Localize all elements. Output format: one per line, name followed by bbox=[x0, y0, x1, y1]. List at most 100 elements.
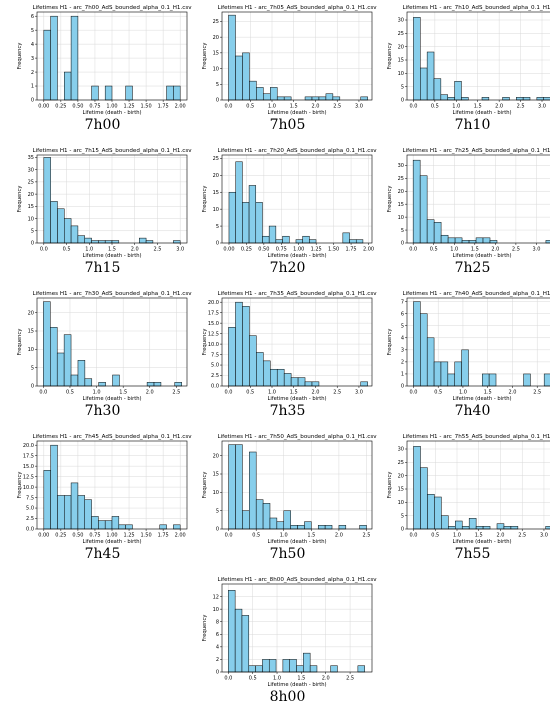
x-tick-label: 1.0 bbox=[280, 533, 288, 539]
x-tick-label: 2.0 bbox=[322, 676, 330, 682]
histogram-bar bbox=[104, 240, 113, 244]
histogram-bar bbox=[235, 55, 243, 101]
histogram-bar bbox=[419, 175, 428, 244]
y-tick-label: 15 bbox=[398, 58, 404, 64]
histogram-bar bbox=[282, 659, 290, 673]
y-tick-label: 20 bbox=[213, 453, 219, 459]
histogram-svg: Lifetimes H1 - arc_7h15_AdS_bounded_alph… bbox=[17, 148, 192, 259]
histogram-bar bbox=[70, 374, 79, 387]
y-tick-label: 20 bbox=[28, 310, 34, 316]
x-tick-label: 0.0 bbox=[39, 390, 47, 396]
histogram-bar bbox=[64, 71, 72, 101]
histogram-bar bbox=[234, 608, 243, 673]
histogram-bar bbox=[304, 96, 313, 101]
histogram-bar bbox=[448, 526, 456, 530]
histogram-bar bbox=[502, 97, 510, 101]
y-tick-label: 20 bbox=[28, 192, 34, 198]
y-tick-label: 7 bbox=[401, 299, 404, 305]
histogram-bar bbox=[50, 327, 58, 387]
y-tick-label: 5.0 bbox=[26, 506, 34, 512]
x-tick-label: 2.5 bbox=[172, 390, 180, 396]
histogram-bar bbox=[481, 373, 490, 387]
histogram-svg: Lifetimes H1 - arc_7h05_AdS_bounded_alph… bbox=[202, 5, 377, 116]
y-tick-label: 2 bbox=[216, 657, 219, 663]
y-tick-label: 25 bbox=[28, 180, 34, 186]
histogram-bar bbox=[98, 520, 106, 530]
y-axis-label: Frequency bbox=[202, 43, 208, 70]
histogram-bar bbox=[360, 96, 368, 101]
y-tick-label: 4 bbox=[401, 335, 404, 341]
histogram-bar bbox=[269, 517, 278, 530]
histogram-svg: Lifetimes H1 - arc_7h20_AdS_bounded_alph… bbox=[202, 148, 377, 259]
y-tick-label: 17.5 bbox=[23, 453, 34, 459]
histogram-bar bbox=[461, 526, 470, 530]
y-tick-label: 12.5 bbox=[208, 331, 219, 337]
x-tick-label: 3.0 bbox=[538, 104, 546, 110]
y-axis-label: Frequency bbox=[387, 186, 393, 213]
x-tick-label: 0.25 bbox=[55, 104, 66, 110]
x-axis-label: Lifetime (death - birth) bbox=[267, 110, 326, 116]
y-axis-label: Frequency bbox=[387, 329, 393, 356]
x-tick-label: 1.50 bbox=[141, 104, 152, 110]
histogram-bar bbox=[412, 159, 421, 244]
histogram-svg: Lifetimes H1 - arc_7h55_AdS_bounded_alph… bbox=[387, 434, 550, 545]
histogram-bar bbox=[283, 510, 291, 530]
histogram-bar bbox=[317, 525, 326, 530]
x-tick-label: 2.00 bbox=[363, 247, 374, 253]
y-tick-label: 10 bbox=[398, 71, 404, 77]
histogram-bar bbox=[454, 81, 462, 101]
x-tick-label: 1.0 bbox=[93, 390, 101, 396]
histogram-bar bbox=[112, 374, 120, 387]
histogram-bar bbox=[324, 525, 333, 530]
histogram-bar bbox=[433, 361, 442, 387]
histogram-svg: Lifetimes H1 - arc_8h00_AdS_bounded_alph… bbox=[202, 577, 377, 688]
y-tick-label: 20.0 bbox=[23, 443, 34, 449]
histogram-bar bbox=[84, 237, 92, 244]
histogram-panel-7h25: Lifetimes H1 - arc_7h25_AdS_bounded_alph… bbox=[385, 145, 550, 280]
x-tick-label: 1.0 bbox=[268, 390, 276, 396]
histogram-bar bbox=[489, 240, 498, 244]
plot-frame bbox=[406, 440, 550, 530]
histogram-bar bbox=[461, 97, 469, 101]
histogram-bar bbox=[268, 225, 277, 244]
histogram-panel-7h20: Lifetimes H1 - arc_7h20_AdS_bounded_alph… bbox=[200, 145, 377, 280]
histogram-bar bbox=[256, 352, 264, 387]
histogram-bar bbox=[111, 516, 120, 530]
histogram-bar bbox=[304, 381, 313, 387]
histogram-bar bbox=[228, 14, 236, 101]
histogram-bar bbox=[276, 96, 285, 101]
y-tick-label: 20 bbox=[398, 189, 404, 195]
plot-frame bbox=[221, 11, 373, 101]
y-tick-label: 15 bbox=[28, 329, 34, 335]
histogram-bar bbox=[263, 360, 271, 387]
y-tick-label: 3 bbox=[31, 56, 34, 62]
y-axis-label: Frequency bbox=[17, 329, 23, 356]
histogram-bar bbox=[481, 97, 490, 101]
histogram-bar bbox=[434, 496, 442, 530]
x-axis-label: Lifetime (death - birth) bbox=[452, 253, 511, 259]
y-tick-label: 35 bbox=[28, 155, 34, 161]
histogram-bar bbox=[70, 225, 79, 244]
y-tick-label: 20 bbox=[398, 44, 404, 50]
histogram-bar bbox=[256, 87, 264, 101]
x-axis-label: Lifetime (death - birth) bbox=[452, 539, 511, 545]
histogram-bar bbox=[332, 96, 341, 101]
x-tick-label: 1.00 bbox=[293, 247, 304, 253]
histogram-panel-7h35: Lifetimes H1 - arc_7h35_AdS_bounded_alph… bbox=[200, 288, 377, 423]
x-tick-label: 0.0 bbox=[225, 104, 233, 110]
x-tick-label: 2.0 bbox=[497, 533, 505, 539]
x-tick-label: 3.0 bbox=[355, 390, 363, 396]
panel-caption: 8h00 bbox=[269, 689, 306, 705]
x-tick-label: 2.0 bbox=[146, 390, 154, 396]
histogram-bar bbox=[543, 373, 550, 387]
x-tick-label: 0.75 bbox=[89, 533, 100, 539]
x-axis-label: Lifetime (death - birth) bbox=[267, 682, 326, 688]
y-tick-label: 5 bbox=[216, 508, 219, 514]
histogram-bar bbox=[296, 665, 304, 673]
histogram-svg: Lifetimes H1 - arc_7h25_AdS_bounded_alph… bbox=[387, 148, 550, 259]
x-tick-label: 2.5 bbox=[346, 676, 354, 682]
histogram-bar bbox=[522, 97, 531, 101]
chart-title: Lifetimes H1 - arc_7h05_AdS_bounded_alph… bbox=[217, 5, 377, 11]
y-axis-label: Frequency bbox=[17, 43, 23, 70]
histogram-bar bbox=[433, 78, 442, 101]
